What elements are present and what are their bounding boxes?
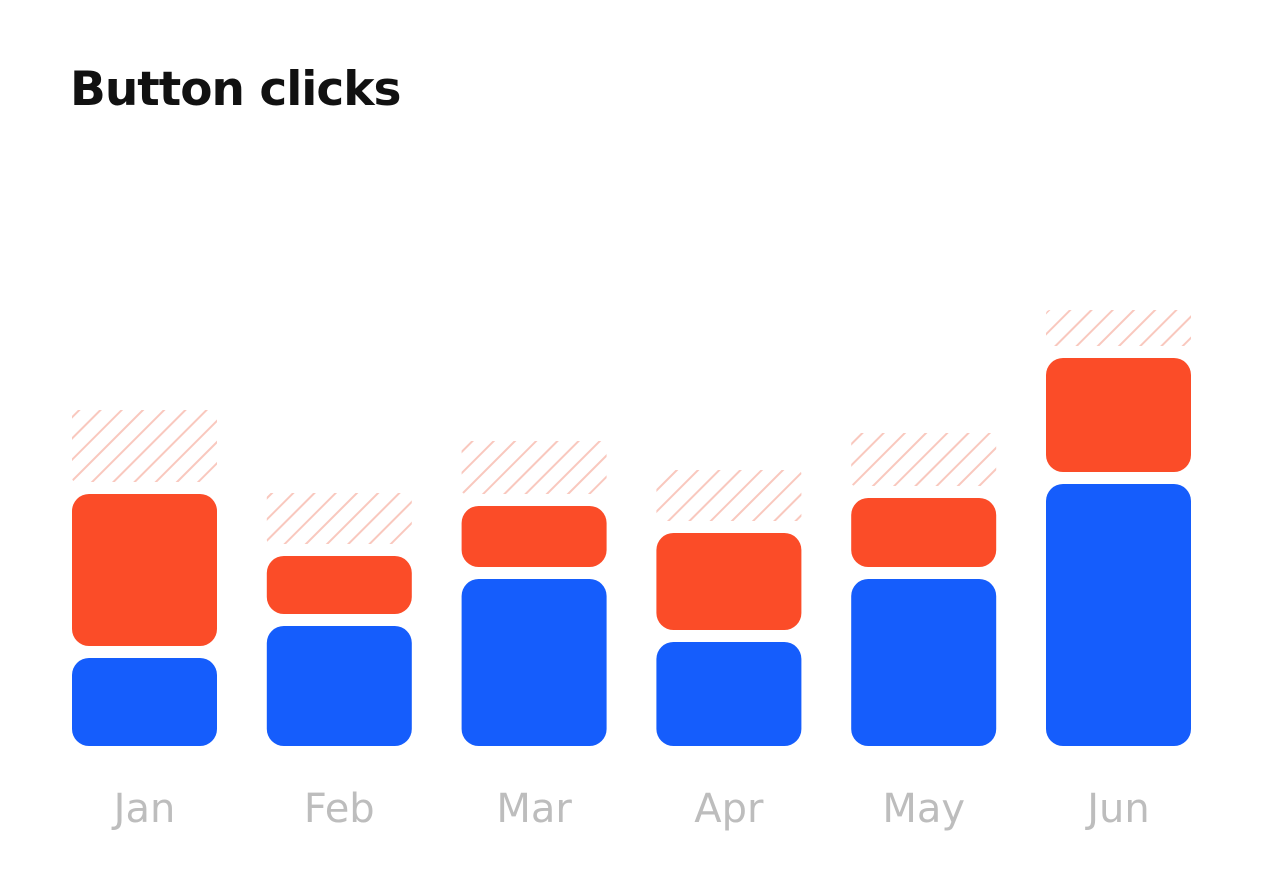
bar-jan-series-1 — [72, 658, 217, 746]
bar-jun-series-2 — [1046, 358, 1191, 472]
x-tick-label-feb: Feb — [304, 786, 375, 832]
x-tick-label-apr: Apr — [694, 786, 764, 832]
x-axis-labels: Jan Feb Mar Apr May Jun — [111, 786, 1150, 832]
bar-may-hatched — [851, 433, 997, 486]
bar-jun-series-1 — [1046, 484, 1191, 746]
bar-feb-hatched — [266, 493, 412, 544]
bar-may-series-1 — [851, 579, 997, 746]
x-tick-label-jan: Jan — [111, 786, 176, 832]
bar-may-series-2 — [851, 498, 997, 567]
bar-apr-hatched — [656, 470, 802, 521]
bar-jan-hatched — [72, 410, 217, 482]
bar-feb-series-2 — [266, 556, 412, 614]
bar-apr-series-2 — [656, 533, 802, 630]
bar-feb-series-1 — [266, 626, 412, 746]
x-tick-label-jun: Jun — [1084, 786, 1150, 832]
bar-jun-hatched — [1046, 310, 1191, 346]
chart-title: Button clicks — [70, 62, 402, 117]
x-tick-label-may: May — [882, 786, 965, 832]
bar-mar-hatched — [461, 441, 607, 494]
bars-group — [72, 310, 1191, 746]
bar-mar-series-1 — [461, 579, 607, 746]
bar-apr-series-1 — [656, 642, 802, 746]
x-tick-label-mar: Mar — [496, 786, 572, 832]
bar-mar-series-2 — [461, 506, 607, 567]
bar-jan-series-2 — [72, 494, 217, 646]
